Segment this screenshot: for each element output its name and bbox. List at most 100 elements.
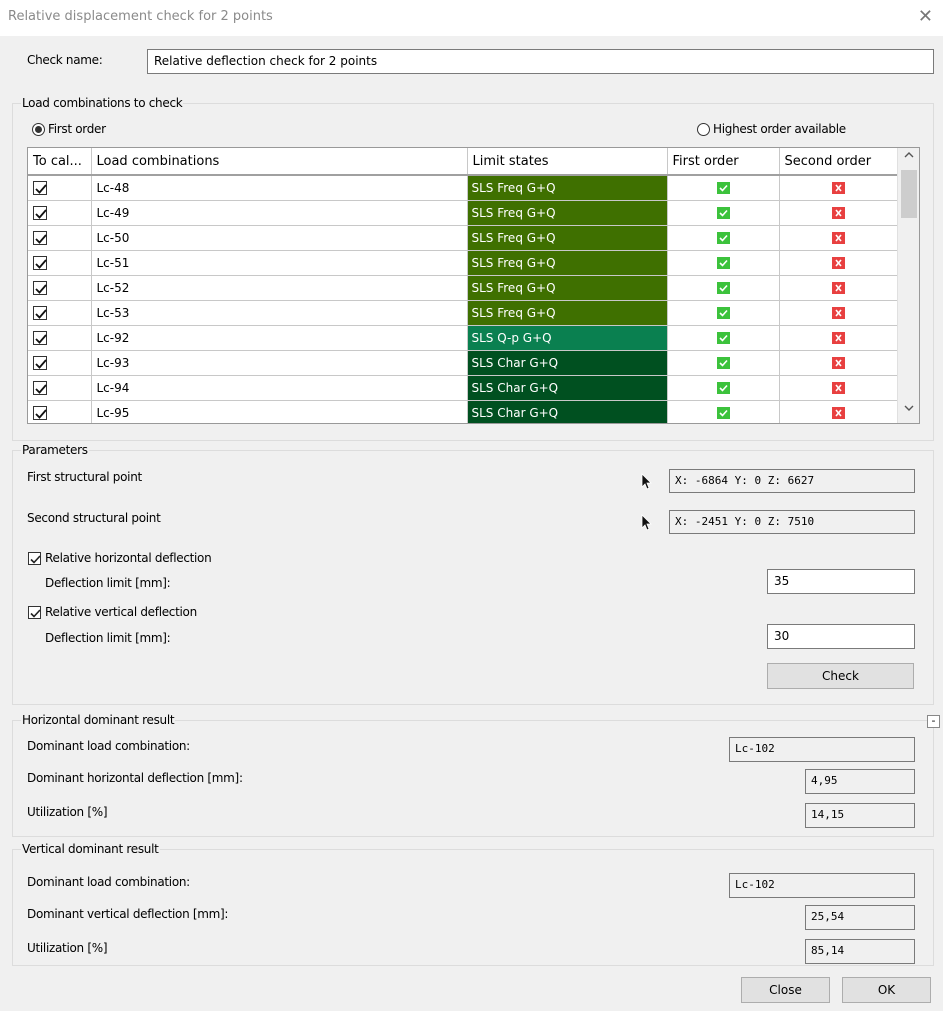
red-cross-icon	[831, 182, 845, 195]
first-order-cell	[667, 350, 780, 376]
check-button[interactable]: Check	[767, 663, 914, 689]
table-row[interactable]: Lc-94 SLS Char G+Q	[28, 375, 898, 401]
row-checkbox[interactable]	[33, 230, 47, 245]
row-checkbox[interactable]	[33, 280, 47, 295]
collapse-toggle-icon[interactable]: -	[927, 715, 940, 728]
horizontal-utilization-label: Utilization [%]	[27, 805, 108, 819]
pick-point-cursor-icon[interactable]	[641, 473, 653, 491]
vertical-deflection-value: 25,54	[805, 905, 915, 930]
horizontal-result-group-title: Horizontal dominant result	[21, 713, 176, 727]
horizontal-utilization-value: 14,15	[805, 803, 915, 828]
table-row[interactable]: Lc-51 SLS Freq G+Q	[28, 250, 898, 276]
check-icon	[35, 409, 47, 419]
check-name-input[interactable]: Relative deflection check for 2 points	[147, 49, 934, 74]
column-header-load-combinations[interactable]: Load combinations	[91, 148, 468, 176]
first-point-label: First structural point	[27, 470, 142, 484]
horizontal-deflection-checkbox[interactable]	[28, 552, 41, 565]
load-combination-cell: Lc-50	[91, 225, 468, 251]
to-calc-cell[interactable]	[28, 325, 92, 351]
to-calc-cell[interactable]	[28, 375, 92, 401]
table-row[interactable]: Lc-53 SLS Freq G+Q	[28, 300, 898, 326]
load-combination-cell: Lc-51	[91, 250, 468, 276]
vertical-scrollbar[interactable]	[897, 148, 919, 423]
table-row[interactable]: Lc-93 SLS Char G+Q	[28, 350, 898, 376]
vertical-limit-input[interactable]: 30	[767, 624, 915, 649]
column-header-second-order[interactable]: Second order	[779, 148, 898, 176]
vertical-combo-value: Lc-102	[729, 873, 915, 898]
green-check-icon	[716, 182, 730, 195]
row-checkbox[interactable]	[33, 305, 47, 320]
table-row[interactable]: Lc-49 SLS Freq G+Q	[28, 200, 898, 226]
column-header-to-calc[interactable]: To cal...	[28, 148, 92, 176]
second-order-cell	[779, 250, 898, 276]
first-order-cell	[667, 275, 780, 301]
vertical-deflection-checkbox[interactable]	[28, 606, 41, 619]
row-checkbox[interactable]	[33, 405, 47, 420]
scroll-up-icon[interactable]	[898, 148, 919, 166]
load-combination-cell: Lc-53	[91, 300, 468, 326]
limit-state-cell: SLS Freq G+Q	[467, 175, 668, 201]
row-checkbox[interactable]	[33, 330, 47, 345]
close-button[interactable]: Close	[741, 977, 830, 1003]
horizontal-limit-input[interactable]: 35	[767, 569, 915, 594]
to-calc-cell[interactable]	[28, 275, 92, 301]
to-calc-cell[interactable]	[28, 250, 92, 276]
check-icon	[30, 609, 41, 618]
table-row[interactable]: Lc-92 SLS Q-p G+Q	[28, 325, 898, 351]
vertical-utilization-label: Utilization [%]	[27, 941, 108, 955]
first-order-cell	[667, 300, 780, 326]
load-combinations-grid: To cal... Load combinations Limit states…	[28, 148, 898, 423]
table-row[interactable]: Lc-95 SLS Char G+Q	[28, 400, 898, 423]
load-combinations-group: Load combinations to check	[12, 96, 934, 441]
load-combination-cell: Lc-94	[91, 375, 468, 401]
row-checkbox[interactable]	[33, 181, 47, 195]
to-calc-cell[interactable]	[28, 225, 92, 251]
load-combinations-table: To cal... Load combinations Limit states…	[27, 147, 920, 424]
first-order-cell	[667, 225, 780, 251]
scroll-down-icon[interactable]	[898, 401, 919, 419]
ok-button[interactable]: OK	[842, 977, 931, 1003]
table-row[interactable]: Lc-52 SLS Freq G+Q	[28, 275, 898, 301]
first-order-cell	[667, 175, 780, 201]
red-cross-icon	[831, 332, 845, 344]
scrollbar-thumb[interactable]	[901, 170, 917, 218]
to-calc-cell[interactable]	[28, 200, 92, 226]
green-check-icon	[716, 232, 730, 244]
vertical-combo-label: Dominant load combination:	[27, 875, 190, 889]
parameters-group-title: Parameters	[21, 443, 89, 457]
window-title: Relative displacement check for 2 points	[8, 9, 273, 24]
load-combinations-group-title: Load combinations to check	[21, 96, 184, 110]
to-calc-cell[interactable]	[28, 300, 92, 326]
column-header-limit-states[interactable]: Limit states	[467, 148, 668, 176]
vertical-deflection-result-label: Dominant vertical deflection [mm]:	[27, 907, 229, 921]
close-icon[interactable]: ✕	[917, 6, 933, 27]
title-bar: Relative displacement check for 2 points…	[0, 0, 943, 36]
pick-point-cursor-icon[interactable]	[641, 514, 653, 532]
table-row[interactable]: Lc-50 SLS Freq G+Q	[28, 225, 898, 251]
limit-state-cell: SLS Q-p G+Q	[467, 325, 668, 351]
red-cross-icon	[831, 307, 845, 319]
row-checkbox[interactable]	[33, 205, 47, 220]
red-cross-icon	[831, 357, 845, 369]
to-calc-cell[interactable]	[28, 175, 92, 201]
green-check-icon	[716, 282, 730, 294]
limit-state-cell: SLS Freq G+Q	[467, 250, 668, 276]
load-combination-cell: Lc-93	[91, 350, 468, 376]
check-icon	[35, 334, 47, 344]
second-order-cell	[779, 400, 898, 423]
row-checkbox[interactable]	[33, 355, 47, 370]
table-row[interactable]: Lc-48 SLS Freq G+Q	[28, 175, 898, 201]
row-checkbox[interactable]	[33, 255, 47, 270]
highest-order-label: Highest order available	[713, 122, 846, 136]
highest-order-radio[interactable]	[697, 123, 710, 136]
to-calc-cell[interactable]	[28, 350, 92, 376]
to-calc-cell[interactable]	[28, 400, 92, 423]
vertical-result-group: Vertical dominant result	[12, 842, 934, 966]
horizontal-combo-value: Lc-102	[729, 737, 915, 762]
column-header-first-order[interactable]: First order	[667, 148, 780, 176]
load-combination-cell: Lc-95	[91, 400, 468, 423]
row-checkbox[interactable]	[33, 380, 47, 395]
first-order-radio[interactable]	[32, 123, 45, 136]
limit-state-cell: SLS Char G+Q	[467, 375, 668, 401]
red-cross-icon	[831, 207, 845, 219]
